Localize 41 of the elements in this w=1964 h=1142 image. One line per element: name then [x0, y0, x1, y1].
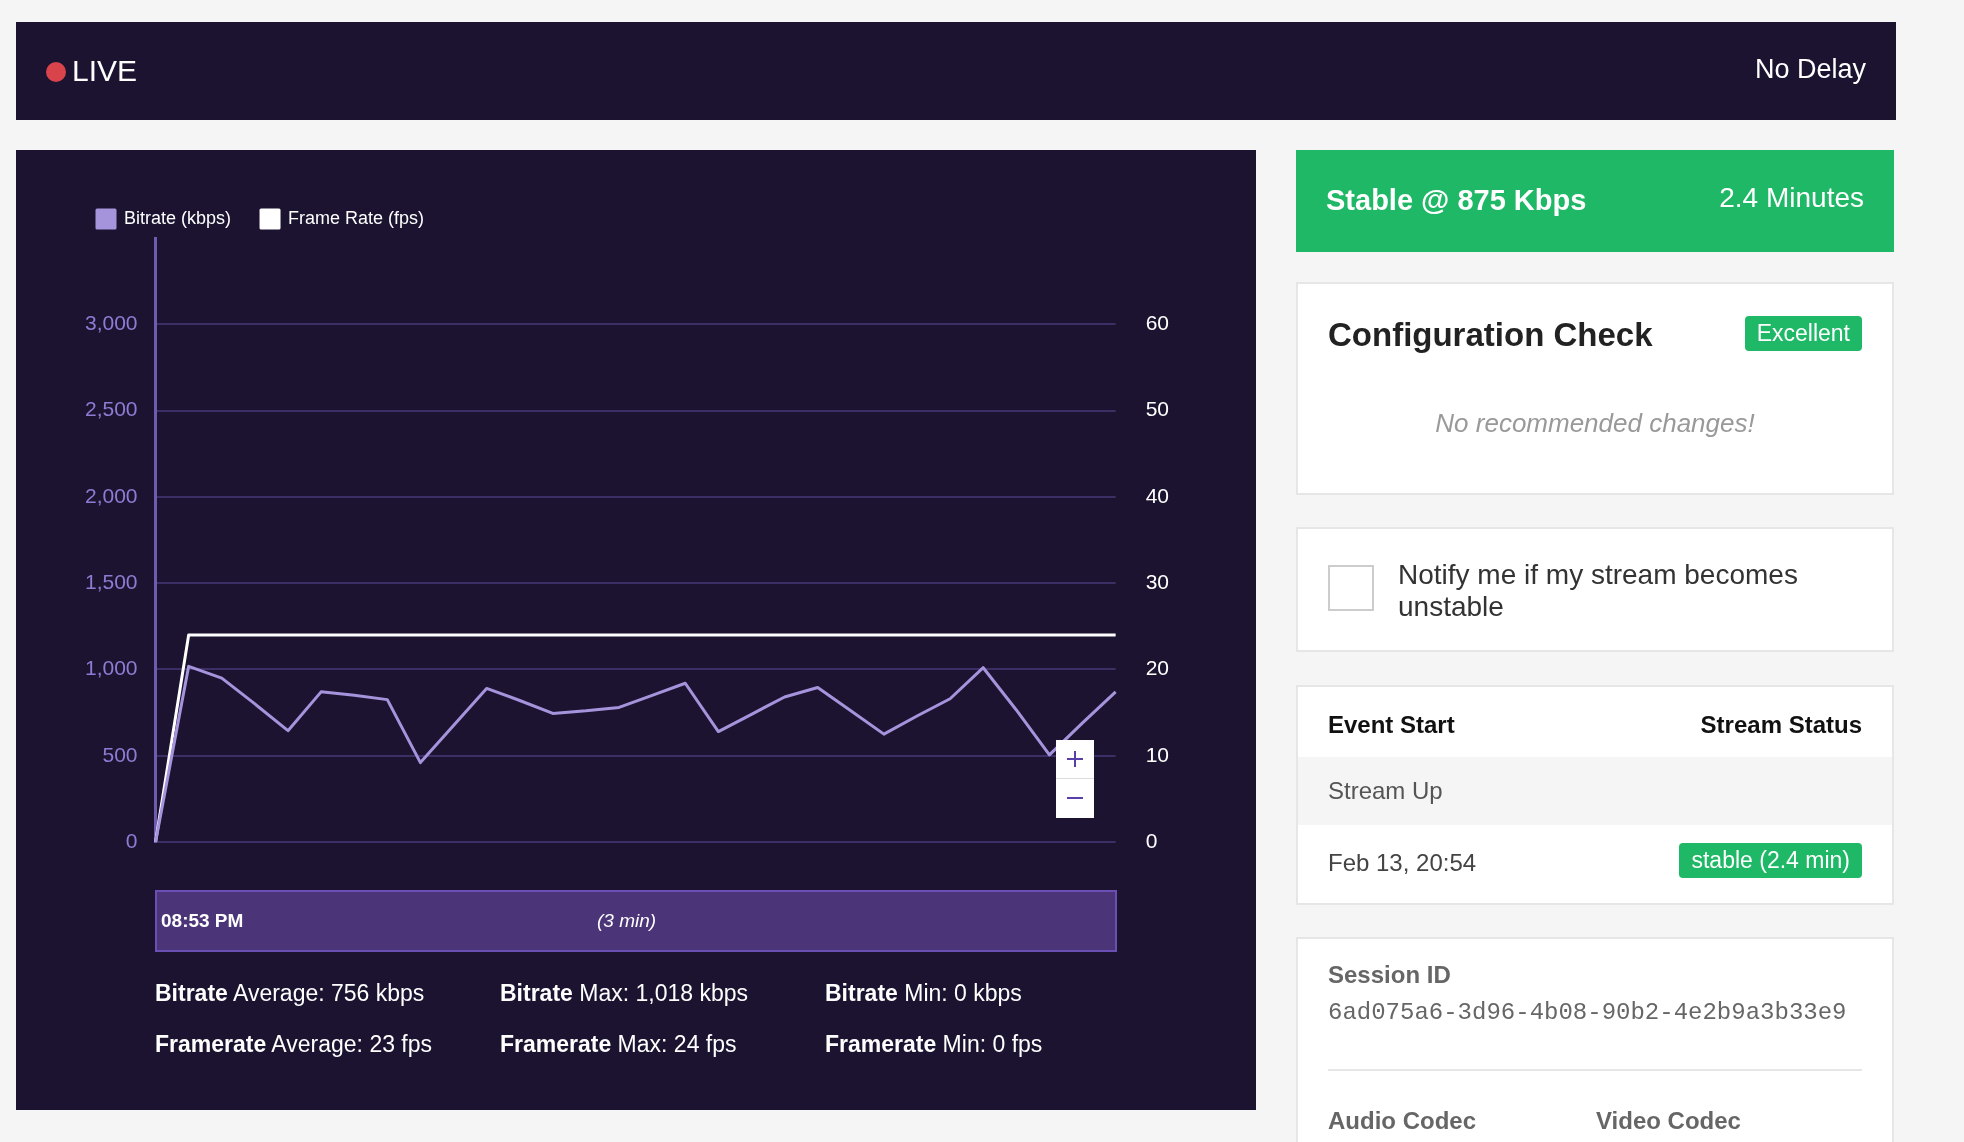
- text: LIVE: [72, 54, 138, 88]
- text: Framerate Max: 24 fps: [500, 1031, 738, 1058]
- text: Framerate Min: 0 fps: [825, 1031, 1044, 1058]
- text: Framerate Average: 23 fps: [155, 1031, 434, 1058]
- text: Audio Codec: [1328, 1107, 1476, 1135]
- y2-tick-label: 20: [1145, 656, 1169, 680]
- text: No recommended changes!: [1434, 408, 1756, 439]
- y-tick-label: 0: [125, 828, 138, 852]
- y-tick-label: 2,500: [84, 397, 138, 421]
- text: Bitrate Max: 1,018 kbps: [500, 980, 749, 1007]
- text: Stream Status: [1700, 711, 1862, 739]
- text: Session ID: [1328, 961, 1451, 989]
- y-tick-label: 1,000: [84, 656, 138, 680]
- text: Bitrate Min: 0 kbps: [825, 980, 1023, 1007]
- legend-label: Bitrate (kbps): [124, 207, 232, 228]
- y2-tick-label: 10: [1145, 742, 1169, 766]
- y2-tick-label: 30: [1145, 569, 1169, 593]
- y2-tick-label: 40: [1145, 483, 1169, 507]
- y-tick-label: 500: [102, 742, 138, 766]
- text: Stable @ 875 Kbps: [1326, 184, 1587, 217]
- y-tick-label: 2,000: [84, 483, 138, 507]
- y2-tick-label: 60: [1145, 311, 1169, 335]
- text: 6ad075a6-3d96-4b08-90b2-4e2b9a3b33e9: [1328, 999, 1847, 1026]
- text: Notify me if my stream becomes unstable: [1398, 559, 1799, 623]
- text: (3 min): [597, 910, 657, 932]
- text: stable (2.4 min): [1679, 843, 1862, 878]
- text: 2.4 Minutes: [1719, 182, 1864, 214]
- y2-tick-label: 50: [1145, 397, 1169, 421]
- y2-tick-label: 0: [1145, 828, 1158, 852]
- text: Configuration Check: [1328, 316, 1653, 354]
- y-tick-label: 3,000: [84, 311, 138, 335]
- text: No Delay: [1754, 54, 1866, 85]
- text: 08:53 PM: [161, 910, 244, 932]
- text: Stream Up: [1328, 777, 1443, 805]
- text: Feb 13, 20:54: [1328, 849, 1477, 877]
- text: Bitrate Average: 756 kbps: [155, 980, 426, 1007]
- text: Video Codec: [1596, 1107, 1741, 1135]
- text: Event Start: [1328, 711, 1455, 739]
- y-tick-label: 1,500: [84, 569, 138, 593]
- text: Excellent: [1744, 316, 1862, 351]
- legend-label: Frame Rate (fps): [288, 207, 425, 228]
